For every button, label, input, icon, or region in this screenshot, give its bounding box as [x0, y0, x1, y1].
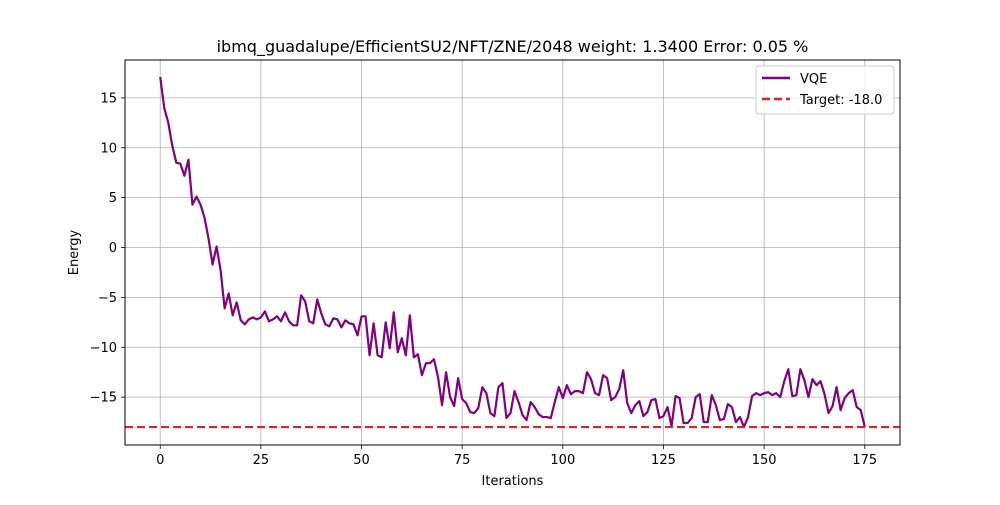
y-tick-label: −10 [90, 341, 117, 356]
y-axis-label: Energy [67, 229, 82, 275]
legend-label-vqe: VQE [800, 72, 827, 87]
x-tick-label: 0 [156, 453, 164, 468]
chart-title: ibmq_guadalupe/EfficientSU2/NFT/ZNE/2048… [217, 37, 809, 57]
x-tick-label: 150 [752, 453, 777, 468]
y-tick-label: −5 [98, 291, 117, 306]
y-tick-label: −15 [90, 391, 117, 406]
x-tick-label: 25 [253, 453, 270, 468]
x-tick-label: 125 [651, 453, 676, 468]
legend-label-target: Target: -18.0 [799, 93, 882, 108]
x-tick-label: 75 [454, 453, 471, 468]
y-tick-label: 10 [100, 141, 117, 156]
vqe-series-line [159, 76, 866, 429]
y-tick-label: 5 [109, 191, 117, 206]
x-tick-label: 175 [852, 453, 877, 468]
x-tick-label: 100 [550, 453, 575, 468]
legend-box [755, 65, 895, 115]
x-tick-label: 50 [353, 453, 370, 468]
series-lines [125, 76, 900, 429]
x-axis-label: Iterations [482, 474, 544, 489]
grid-lines [125, 60, 900, 445]
legend: VQE Target: -18.0 [755, 65, 895, 115]
plot-frame [124, 59, 901, 446]
y-tick-label: 0 [109, 241, 117, 256]
y-tick-label: 15 [100, 91, 117, 106]
axis-ticks: 0 25 50 75 100 125 150 175 −15 −10 −5 0 5 10 15 [90, 91, 878, 468]
